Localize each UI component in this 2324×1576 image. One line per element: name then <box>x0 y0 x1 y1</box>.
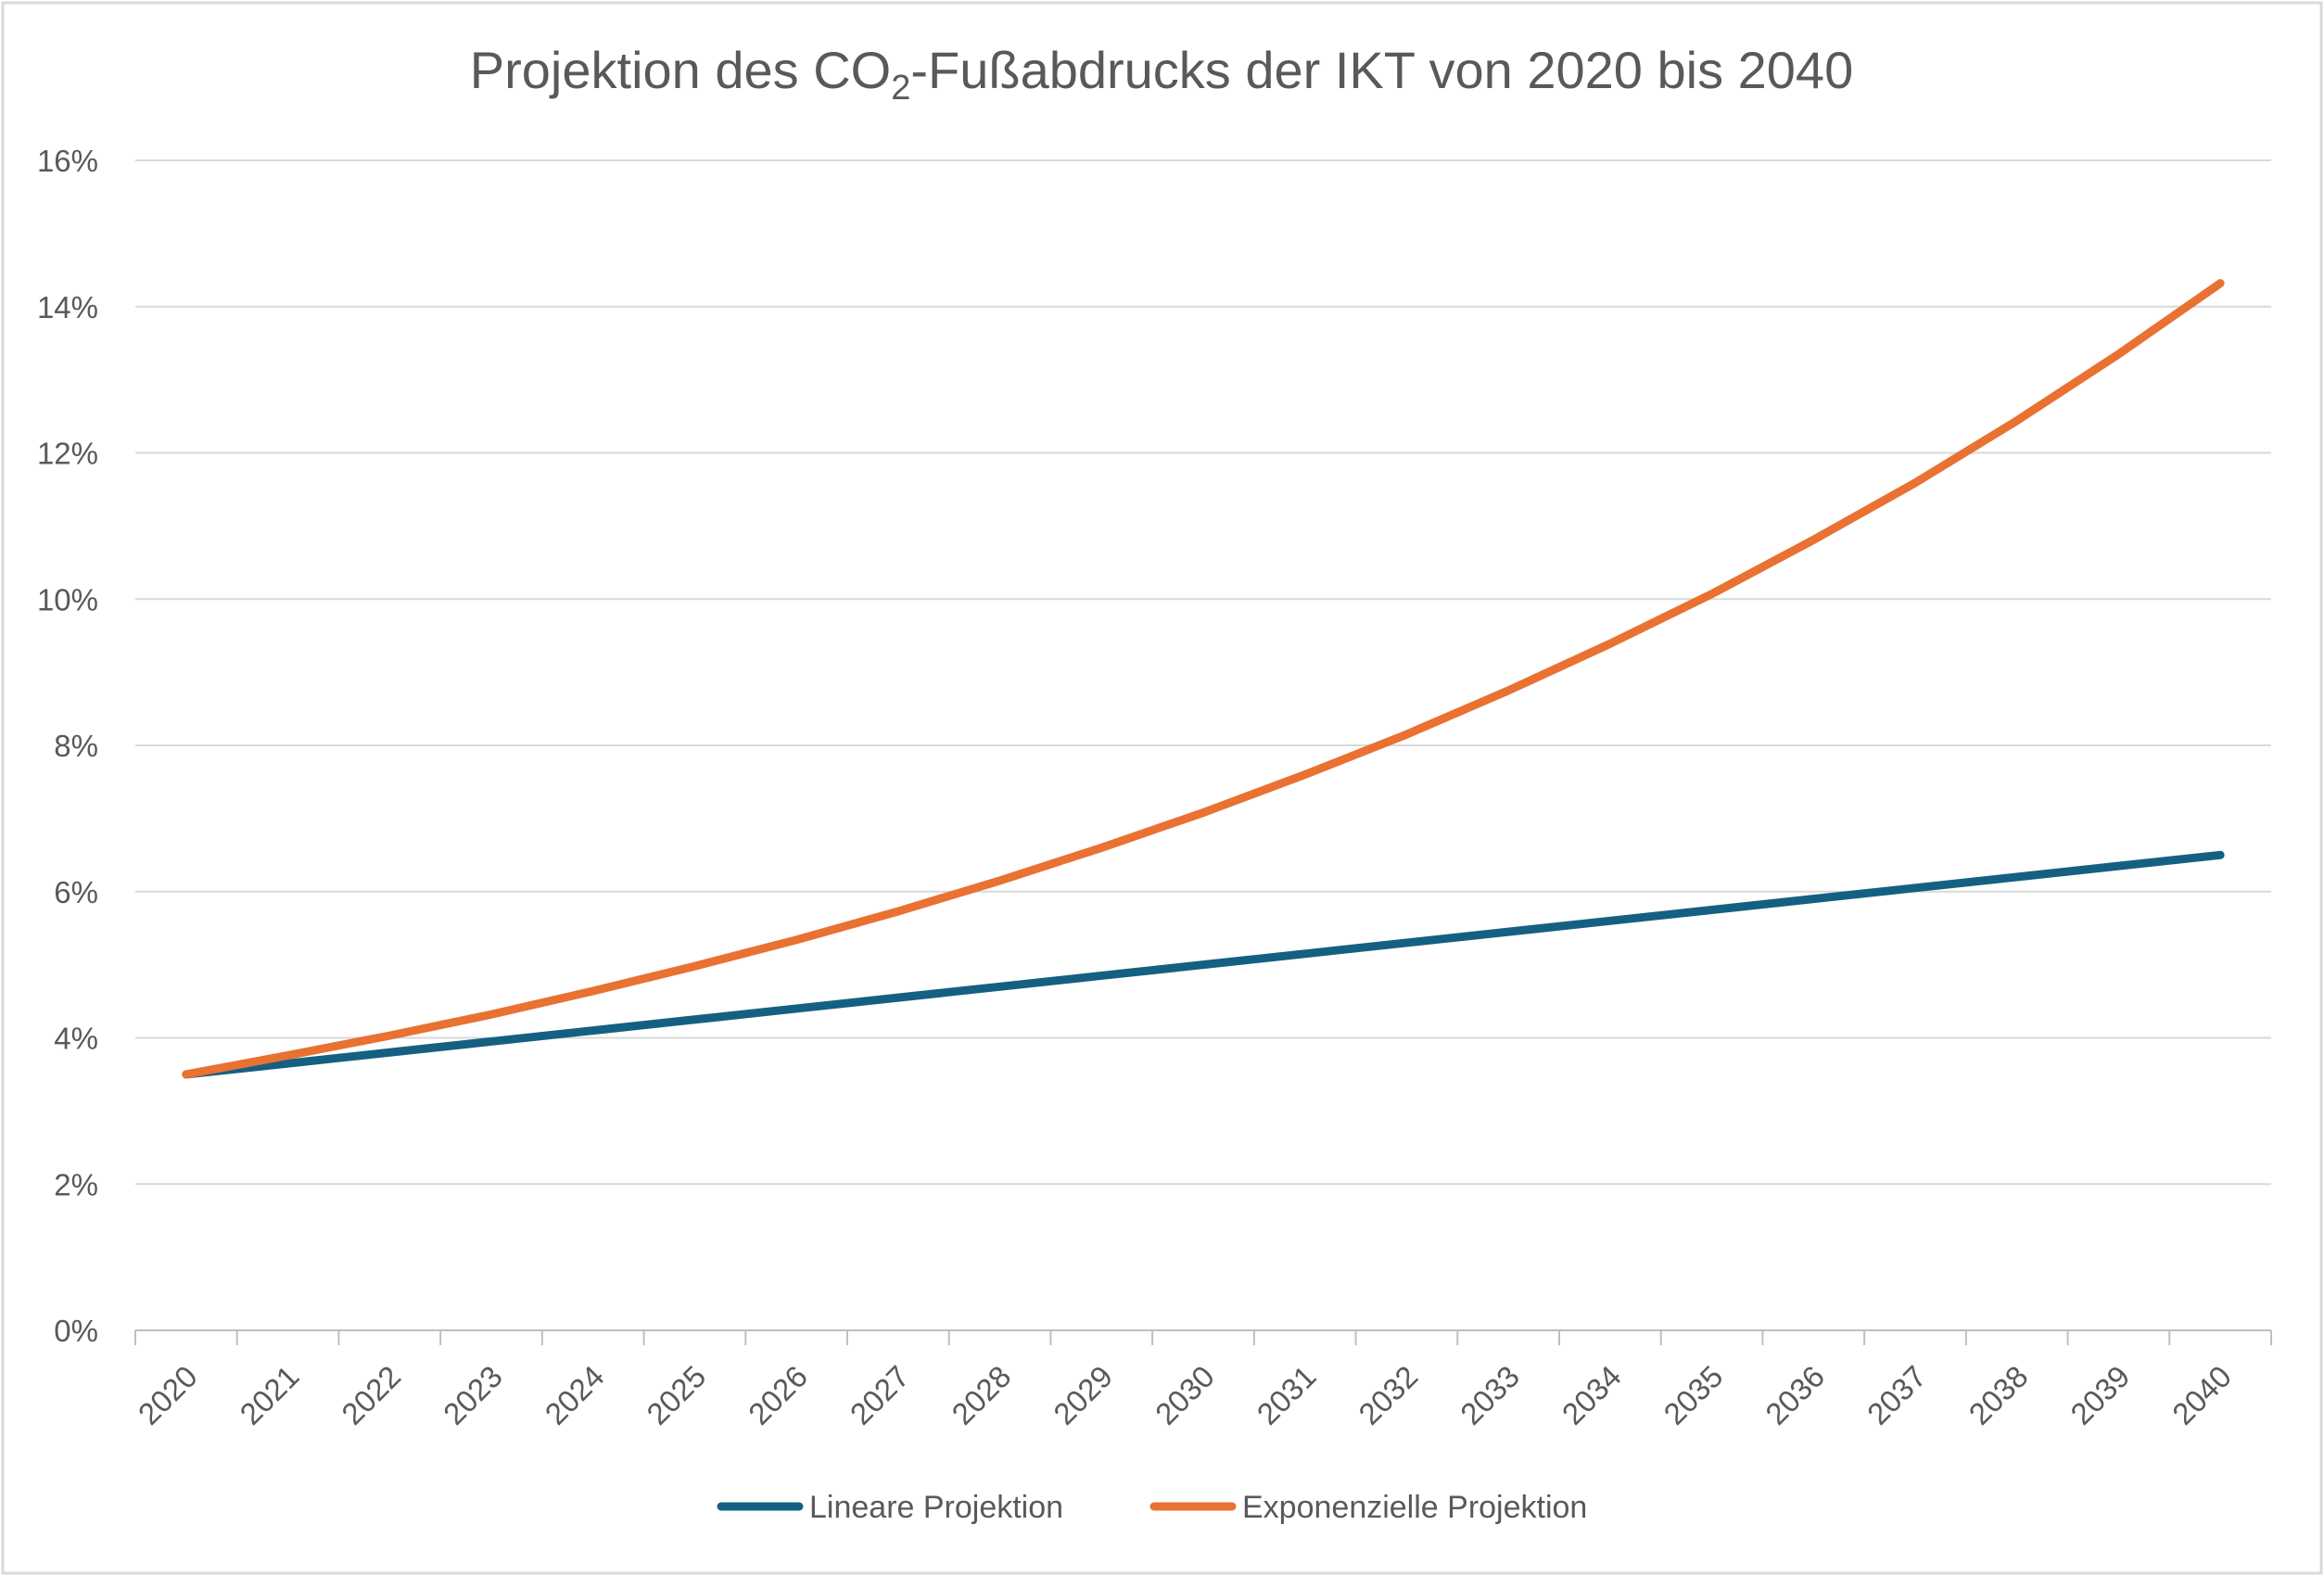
y-tick-label: 2% <box>54 1167 98 1201</box>
chart-title: Projektion des CO2-Fußabdrucks der IKT v… <box>470 41 1853 108</box>
legend-label-linear: Lineare Projektion <box>809 1490 1063 1525</box>
y-tick-label: 10% <box>37 582 98 616</box>
y-tick-label: 6% <box>54 875 98 909</box>
y-tick-label: 8% <box>54 729 98 763</box>
y-tick-label: 14% <box>37 290 98 324</box>
y-tick-label: 0% <box>54 1314 98 1348</box>
y-tick-label: 16% <box>37 144 98 178</box>
y-tick-label: 4% <box>54 1022 98 1056</box>
y-tick-label: 12% <box>37 437 98 471</box>
legend-label-exponential: Exponenzielle Projektion <box>1242 1490 1587 1525</box>
legend: Lineare Projektion Exponenzielle Projekt… <box>717 1490 1587 1525</box>
